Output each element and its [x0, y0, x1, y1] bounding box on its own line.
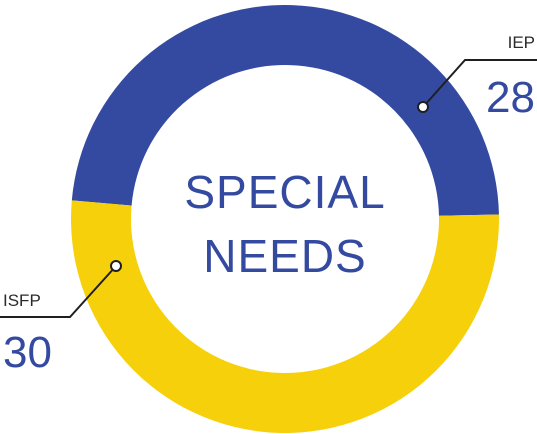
isfp-marker: [111, 261, 121, 271]
center-title-line-2: NEEDS: [203, 230, 366, 282]
isfp-category-label: ISFP: [3, 291, 41, 310]
iep-category-label: IEP: [508, 33, 535, 52]
iep-value-label: 28: [486, 73, 535, 122]
isfp-value-label: 30: [3, 328, 52, 377]
donut-slices: [71, 5, 499, 433]
iep-marker: [418, 102, 428, 112]
center-title-line-1: SPECIAL: [184, 166, 385, 218]
